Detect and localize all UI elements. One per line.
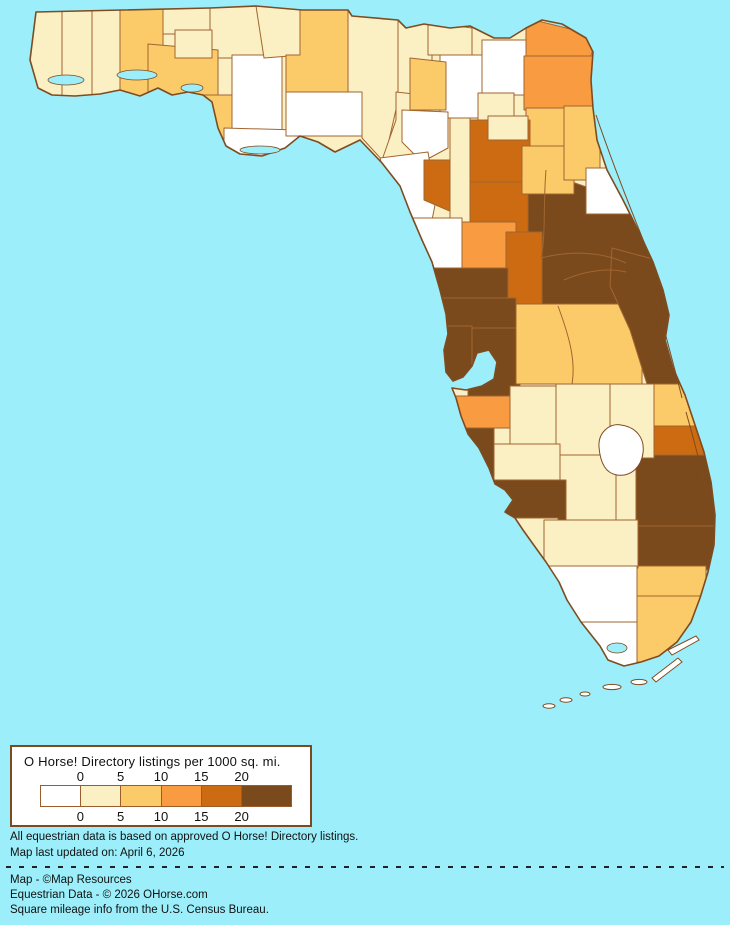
florida-bay (606, 642, 628, 654)
county-wakulla (285, 91, 363, 137)
middle-keys-island (602, 683, 622, 691)
legend-tick-label: 20 (234, 809, 249, 824)
barrier-island-lines (595, 114, 709, 501)
county-hardee (509, 385, 561, 447)
legend-tick-label: 10 (153, 809, 169, 824)
keys-island (630, 678, 648, 686)
apalachicola-bay (239, 145, 281, 155)
credit-square-mileage: Square mileage info from the U.S. Census… (10, 904, 269, 916)
county-bradford (487, 115, 529, 141)
county-santa-rosa (61, 7, 93, 101)
county-putnam (521, 145, 575, 195)
county-gadsden (255, 6, 303, 59)
county-duval (523, 55, 597, 111)
county-layer (30, 6, 715, 666)
county-charlotte (461, 479, 567, 521)
keys-island (579, 691, 591, 697)
county-washington (174, 29, 213, 59)
legend-swatch (241, 786, 292, 806)
legend-tick-label: 0 (76, 809, 84, 824)
note-data-source: All equestrian data is based on approved… (10, 831, 359, 843)
legend-title: O Horse! Directory listings per 1000 sq.… (24, 754, 281, 769)
lake-okeechobee (598, 424, 644, 476)
note-last-updated: Map last updated on: April 6, 2026 (10, 847, 185, 859)
legend-swatch (160, 786, 201, 806)
legend-color-bar (40, 785, 292, 807)
county-suwannee (409, 57, 447, 111)
st-andrew-bay (180, 83, 204, 93)
legend-tick-label: 5 (117, 769, 125, 784)
pensacola-bay (47, 74, 85, 86)
county-palm-beach (631, 525, 715, 571)
legend-tick-label: 15 (194, 769, 209, 784)
county-pasco (425, 297, 517, 329)
choctawhatchee-bay (116, 69, 158, 81)
county-flagler (585, 167, 631, 215)
county-martin (635, 454, 715, 529)
credit-equestrian-data: Equestrian Data - © 2026 OHorse.com (10, 889, 208, 901)
county-okaloosa (91, 7, 121, 101)
lower-keys-island (542, 703, 556, 709)
legend-swatch (80, 786, 121, 806)
legend-ticks-bottom: 0 5 10 15 20 (40, 809, 292, 824)
upper-keys-island (667, 635, 700, 656)
legend-swatch (120, 786, 161, 806)
map-legend: O Horse! Directory listings per 1000 sq.… (10, 745, 312, 827)
county-manatee (433, 395, 515, 429)
county-gulf (167, 94, 233, 153)
legend-tick-label: 0 (76, 769, 84, 784)
dashed-divider (6, 866, 724, 868)
legend-tick-label: 15 (194, 809, 209, 824)
county-desoto (491, 443, 561, 485)
county-broward (629, 565, 707, 599)
county-lafayette (401, 109, 449, 163)
legend-swatch (200, 786, 242, 806)
legend-ticks-top: 0 5 10 15 20 (40, 769, 292, 784)
florida-coastline (29, 5, 716, 667)
credit-map: Map - ©Map Resources (10, 874, 132, 886)
county-hendry (543, 519, 639, 569)
legend-tick-label: 5 (117, 809, 125, 824)
keys-island (559, 697, 573, 703)
county-st-lucie (643, 425, 715, 459)
key-largo-island (651, 657, 683, 683)
legend-tick-label: 20 (234, 769, 249, 784)
legend-tick-label: 10 (153, 769, 169, 784)
interior-county-borders (540, 169, 627, 385)
county-gilchrist (449, 117, 471, 229)
legend-scale: 0 5 10 15 20 0 5 10 15 20 (40, 769, 292, 824)
county-sarasota (431, 427, 495, 483)
legend-swatch (41, 786, 81, 806)
county-sumter (505, 231, 543, 305)
